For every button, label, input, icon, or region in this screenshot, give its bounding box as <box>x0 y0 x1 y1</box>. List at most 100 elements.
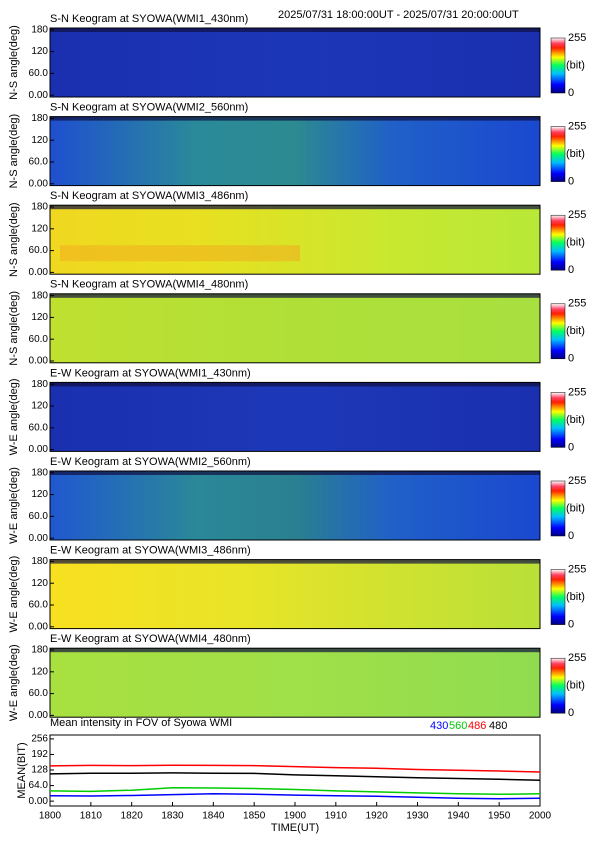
y-tick-label: 180 <box>31 645 48 656</box>
y-tick-label: 0.00 <box>29 710 49 721</box>
frame <box>49 559 541 630</box>
keogram-image <box>50 293 540 363</box>
y-tick-label: 60.0 <box>29 600 49 611</box>
x-tick-label: 2000 <box>529 811 552 822</box>
colorbar-label: 0 <box>568 619 574 631</box>
y-axis-label: W-E angle(deg) <box>8 556 20 633</box>
x-tick-label: 1940 <box>447 811 470 822</box>
colorbar-label: 255 <box>568 121 586 133</box>
y-tick-label: 64.0 <box>29 780 49 791</box>
y-tick-label: 0.00 <box>29 90 49 101</box>
keogram-top <box>50 293 540 298</box>
y-tick-label: 120 <box>31 401 48 412</box>
legend-entry: 560 <box>449 720 467 732</box>
keogram-top <box>50 471 540 475</box>
colorbar-unit: (bit) <box>566 414 585 426</box>
colorbar <box>550 657 566 714</box>
y-tick-label: 120 <box>31 578 48 589</box>
x-tick-label: 1830 <box>161 811 184 822</box>
colorbar-unit: (bit) <box>566 148 585 160</box>
x-tick-label: 1840 <box>202 811 225 822</box>
colorbar <box>550 37 566 94</box>
y-tick-label: 60.0 <box>29 157 49 168</box>
series-line <box>49 787 541 796</box>
x-tick-label: 1920 <box>366 811 389 822</box>
frame <box>49 293 541 364</box>
panel-title: S-N Keogram at SYOWA(WMI2_560nm) <box>50 102 248 114</box>
y-tick-label: 60.0 <box>29 511 49 522</box>
y-tick-label: 0.00 <box>29 621 49 632</box>
y-tick-label: 120 <box>31 666 48 677</box>
frame <box>49 647 541 718</box>
frame <box>49 27 541 98</box>
frame <box>49 381 541 452</box>
y-tick-label: 0.00 <box>29 533 49 544</box>
colorbar <box>550 480 566 537</box>
y-tick-label: 180 <box>31 379 48 390</box>
series-line <box>49 793 541 800</box>
x-tick-label: 1800 <box>39 811 62 822</box>
x-tick-label: 1910 <box>325 811 348 822</box>
panel-title: E-W Keogram at SYOWA(WMI4_480nm) <box>50 633 251 645</box>
x-axis-label: TIME(UT) <box>271 822 319 834</box>
colorbar-unit: (bit) <box>566 680 585 692</box>
y-tick-label: 0.00 <box>29 356 49 367</box>
keogram-top <box>50 382 540 387</box>
y-tick-label: 180 <box>31 202 48 213</box>
y-axis-label: W-E angle(deg) <box>8 644 20 721</box>
keogram-image <box>50 471 540 540</box>
colorbar-unit: (bit) <box>566 591 585 603</box>
keogram-top <box>50 28 540 32</box>
panel-title: S-N Keogram at SYOWA(WMI4_480nm) <box>50 279 248 291</box>
y-axis-label: N-S angle(deg) <box>8 114 20 189</box>
legend-entry: 430 <box>430 720 448 732</box>
panel-title: S-N Keogram at SYOWA(WMI1_430nm) <box>50 13 248 25</box>
colorbar-unit: (bit) <box>566 237 585 249</box>
y-tick-label: 120 <box>31 223 48 234</box>
y-tick-label: 0.00 <box>29 178 49 189</box>
colorbar-label: 0 <box>568 87 574 99</box>
keogram-image <box>50 648 540 718</box>
y-tick-label: 60.0 <box>29 68 49 79</box>
colorbar-unit: (bit) <box>566 502 585 514</box>
panel-title: S-N Keogram at SYOWA(WMI3_486nm) <box>50 190 248 202</box>
series-line <box>49 764 541 773</box>
keogram-image <box>50 559 540 629</box>
y-tick-label: 180 <box>31 24 48 35</box>
y-tick-label: 120 <box>31 312 48 323</box>
colorbar-label: 0 <box>568 176 574 188</box>
colorbar-label: 255 <box>568 386 586 398</box>
frame <box>49 204 541 275</box>
panel-title: E-W Keogram at SYOWA(WMI2_560nm) <box>50 456 251 468</box>
colorbar-label: 0 <box>568 707 574 719</box>
y-tick-label: 128 <box>31 765 48 776</box>
colorbar-label: 0 <box>568 530 574 542</box>
colorbar <box>550 392 566 448</box>
x-tick-label: 1810 <box>80 811 103 822</box>
y-axis-label: W-E angle(deg) <box>8 467 20 544</box>
frame <box>49 116 541 187</box>
y-tick-label: 120 <box>31 135 48 146</box>
legend-entry: 486 <box>468 720 486 732</box>
y-tick-label: 120 <box>31 489 48 500</box>
colorbar-label: 255 <box>568 209 586 221</box>
keogram-top <box>50 116 540 121</box>
series-line <box>49 772 541 781</box>
y-axis-label: N-S angle(deg) <box>8 291 20 366</box>
colorbar-label: 255 <box>568 652 586 664</box>
time-range: 2025/07/31 18:00:00UT - 2025/07/31 20:00… <box>278 9 519 21</box>
y-tick-label: 256 <box>31 734 48 745</box>
colorbar-label: 255 <box>568 298 586 310</box>
y-axis-label: N-S angle(deg) <box>8 202 20 277</box>
x-tick-label: 1900 <box>284 811 307 822</box>
keogram-image <box>50 382 540 452</box>
x-tick-label: 1850 <box>243 811 266 822</box>
x-tick-label: 1950 <box>488 811 511 822</box>
keogram-top <box>50 559 540 564</box>
chart-title: Mean intensity in FOV of Syowa WMI <box>50 717 232 729</box>
y-tick-label: 180 <box>31 556 48 567</box>
y-tick-label: 180 <box>31 113 48 124</box>
colorbar-label: 0 <box>568 441 574 453</box>
legend-entry: 480 <box>489 720 507 732</box>
